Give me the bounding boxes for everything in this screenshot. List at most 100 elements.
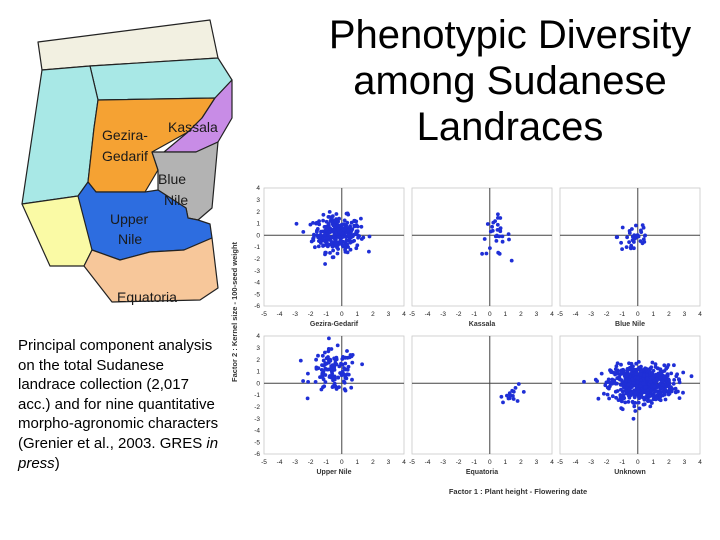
data-point <box>624 373 629 378</box>
data-point <box>488 229 493 234</box>
data-point <box>346 233 351 238</box>
data-point <box>619 378 624 382</box>
data-point <box>642 402 647 407</box>
data-point <box>326 347 331 351</box>
data-point <box>639 230 644 234</box>
data-point <box>327 336 331 341</box>
data-point <box>663 397 668 402</box>
panel-frame <box>411 335 553 455</box>
data-point <box>354 246 359 251</box>
data-point <box>500 239 505 244</box>
data-point <box>620 225 625 230</box>
x-tick-label: -1 <box>323 459 329 466</box>
x-tick-label: -5 <box>409 459 415 466</box>
data-point <box>505 393 509 398</box>
x-tick-label: 4 <box>550 311 554 318</box>
data-point <box>677 377 682 382</box>
x-tick-label: -1 <box>619 311 625 318</box>
data-point <box>319 368 324 372</box>
data-point <box>491 220 496 225</box>
data-point <box>636 360 641 364</box>
data-point <box>322 243 326 248</box>
x-tick-label: 2 <box>667 311 671 318</box>
data-point <box>646 399 650 403</box>
y-tick-label: -3 <box>254 416 260 423</box>
data-point <box>306 371 310 376</box>
data-point <box>333 219 337 224</box>
panel-label: Unknown <box>614 469 646 476</box>
x-tick-label: 4 <box>402 311 406 318</box>
data-point <box>482 237 487 241</box>
x-tick-label: 4 <box>550 459 554 466</box>
data-point <box>605 392 610 397</box>
panel-frame <box>559 335 701 455</box>
data-point <box>335 251 340 256</box>
data-point <box>643 385 648 389</box>
data-point <box>675 372 679 377</box>
data-point <box>325 240 329 245</box>
data-point <box>318 233 323 237</box>
data-point <box>345 220 350 225</box>
data-point <box>306 380 310 384</box>
data-point <box>515 399 520 403</box>
data-point <box>341 222 346 226</box>
y-tick-label: 2 <box>256 357 260 364</box>
data-point <box>665 372 670 376</box>
data-point <box>320 375 325 380</box>
x-tick-label: 2 <box>371 459 375 466</box>
data-point <box>323 262 327 266</box>
data-point <box>624 389 629 393</box>
x-tick-label: 3 <box>683 311 687 318</box>
data-point <box>308 222 313 227</box>
data-point <box>323 350 327 355</box>
x-tick-label: -1 <box>323 311 329 318</box>
data-point <box>605 385 610 390</box>
title-line-3: Landraces <box>416 105 604 149</box>
y-tick-label: -6 <box>254 303 260 310</box>
x-tick-label: -4 <box>425 311 431 318</box>
x-tick-label: -1 <box>471 459 477 466</box>
y-tick-label: -3 <box>254 268 260 275</box>
data-point <box>648 399 653 404</box>
data-point <box>626 382 631 387</box>
x-tick-label: 1 <box>356 459 360 466</box>
data-point <box>609 370 613 374</box>
data-point <box>652 373 657 378</box>
data-point <box>667 391 672 396</box>
y-tick-label: -1 <box>254 392 260 399</box>
x-tick-label: -5 <box>261 311 267 318</box>
data-point <box>663 387 667 392</box>
data-point <box>636 387 640 391</box>
data-point <box>629 384 634 388</box>
data-point <box>317 236 322 240</box>
data-point <box>321 371 325 376</box>
data-point <box>645 391 650 395</box>
data-point <box>508 393 513 398</box>
data-point <box>314 220 319 225</box>
data-point <box>352 218 357 223</box>
data-point <box>345 349 349 353</box>
data-point <box>615 361 620 366</box>
data-point <box>510 388 515 393</box>
data-point <box>327 210 332 214</box>
data-point <box>672 363 676 368</box>
data-point <box>516 382 521 386</box>
data-point <box>619 362 623 367</box>
data-point <box>325 236 330 240</box>
data-point <box>627 387 632 392</box>
data-point <box>654 395 659 400</box>
data-point <box>305 396 310 401</box>
map-label-gezira-line1: Gezira- <box>102 127 148 143</box>
panel-frame <box>411 187 553 307</box>
data-point <box>664 366 669 371</box>
panel-label: Blue Nile <box>615 321 645 328</box>
data-point <box>634 372 639 376</box>
data-point <box>521 390 526 394</box>
data-point <box>320 353 325 358</box>
x-tick-label: 1 <box>652 311 656 318</box>
data-point <box>620 247 624 251</box>
data-point <box>614 235 619 240</box>
data-point <box>367 249 371 254</box>
x-tick-label: 3 <box>683 459 687 466</box>
data-point <box>315 228 319 233</box>
